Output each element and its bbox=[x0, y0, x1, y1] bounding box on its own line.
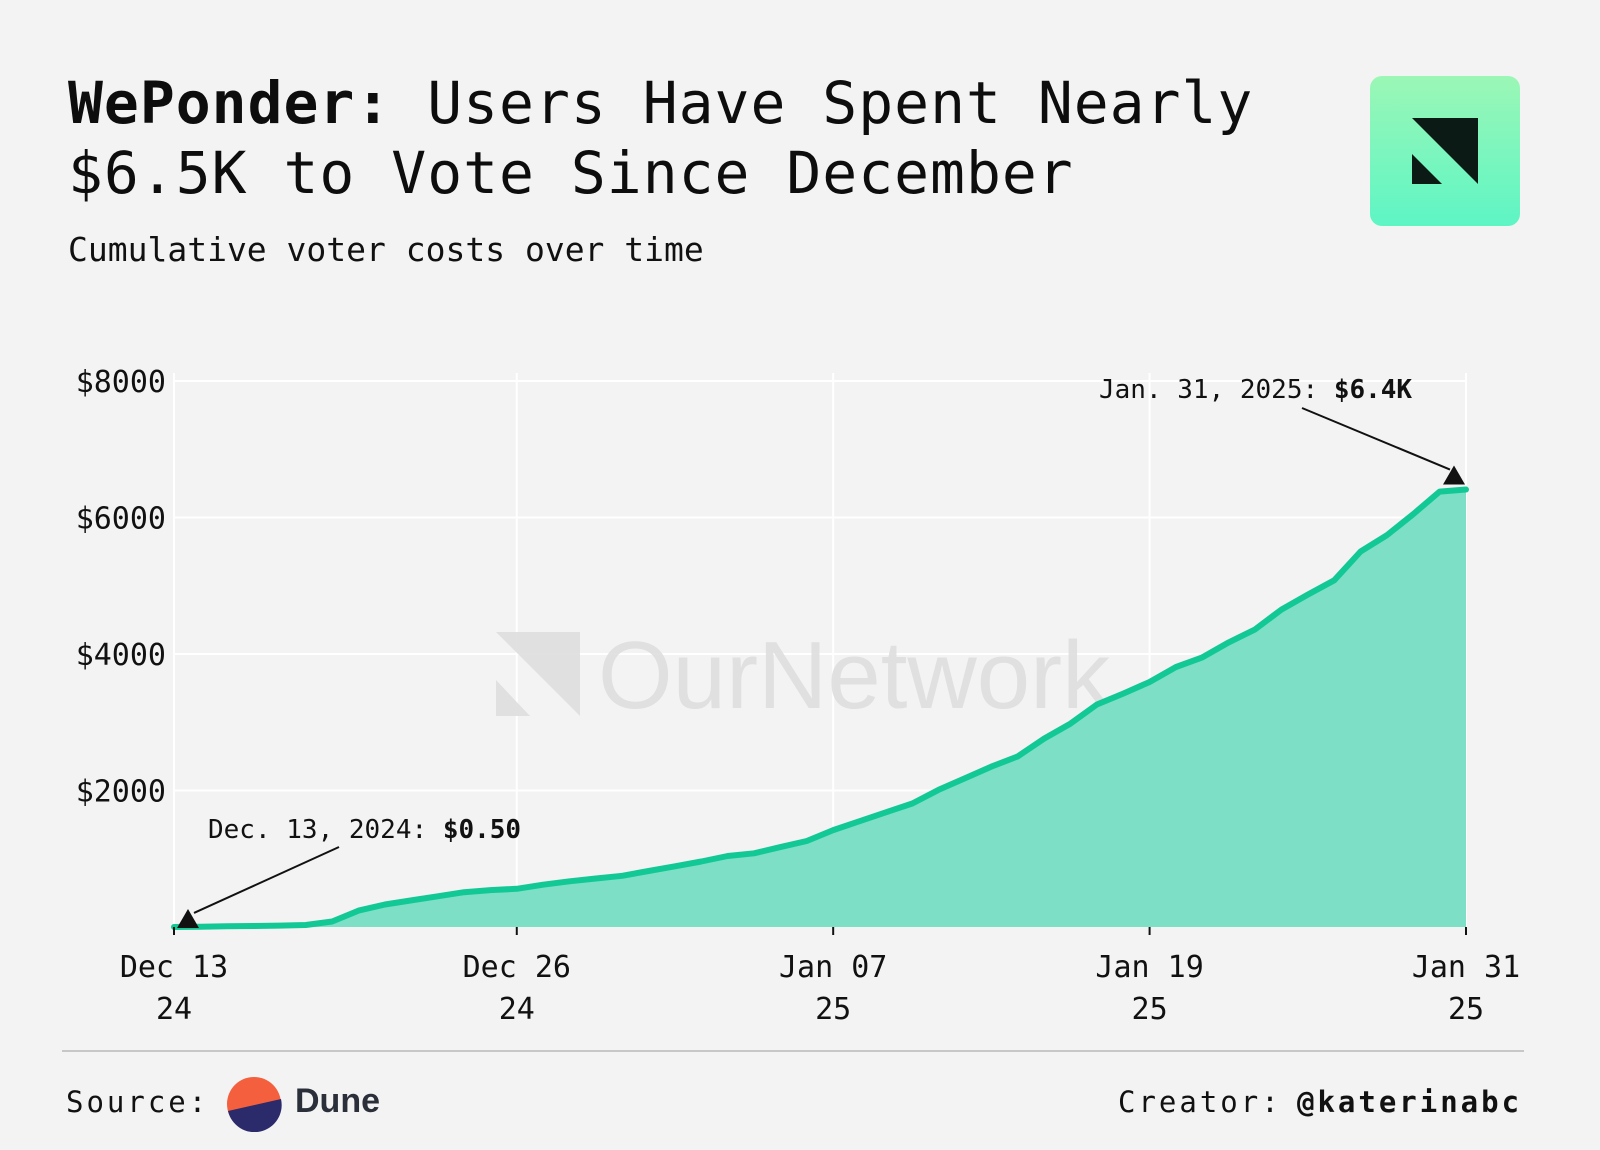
annotation-label-start: Dec. 13, 2024: $0.50 bbox=[208, 815, 521, 845]
watermark-logo-icon bbox=[496, 632, 580, 716]
cost-line bbox=[171, 486, 1469, 930]
creator-handle: @katerinabc bbox=[1297, 1085, 1523, 1119]
annotation-arrowhead-end bbox=[1443, 465, 1465, 485]
source-label: Source: bbox=[66, 1085, 210, 1119]
annotation-arrow-start bbox=[193, 846, 340, 914]
y-tick-label: $4000 bbox=[76, 638, 166, 673]
x-axis-ticks: Dec 13 24 Dec 26 24 Jan 07 25 Jan 19 25 Jan 31 25 bbox=[120, 927, 1520, 1027]
y-tick-label: $2000 bbox=[76, 775, 166, 810]
annotation-arrow-end bbox=[1301, 407, 1451, 471]
x-tick-label: Dec 13 bbox=[120, 950, 228, 985]
x-tick-label: Jan 19 bbox=[1095, 950, 1203, 985]
chart-title: WePonder: Users Have Spent Nearly $6.5K … bbox=[68, 68, 1298, 208]
y-tick-label: $8000 bbox=[76, 365, 166, 400]
chart-title-rest: Users Have Spent Nearly $6.5K to Vote Si… bbox=[68, 69, 1254, 207]
chart-title-bold: WePonder: bbox=[68, 69, 392, 137]
creator-label: Creator: bbox=[1118, 1085, 1282, 1119]
x-tick-label-year: 25 bbox=[1132, 992, 1168, 1027]
x-tick-label: Dec 26 bbox=[463, 950, 571, 985]
dune-logo-icon bbox=[227, 1077, 282, 1132]
annotation-label-end: Jan. 31, 2025: $6.4K bbox=[1099, 375, 1412, 405]
source-name: Dune bbox=[295, 1082, 380, 1120]
y-axis-ticks: $2000 $4000 $6000 $8000 bbox=[76, 365, 166, 810]
watermark: OurNetwork bbox=[496, 622, 1111, 729]
x-tick-label: Jan 07 bbox=[779, 950, 887, 985]
ournetwork-logo-icon bbox=[1370, 76, 1520, 226]
x-tick-label-year: 24 bbox=[499, 992, 535, 1027]
annotations: Dec. 13, 2024: $0.50 Jan. 31, 2025: $6.4K bbox=[177, 375, 1465, 928]
x-tick-label-year: 25 bbox=[815, 992, 851, 1027]
watermark-text: OurNetwork bbox=[598, 622, 1111, 729]
watermark-logo-icon-small bbox=[496, 680, 530, 716]
x-tick-label-year: 25 bbox=[1448, 992, 1484, 1027]
annotation-arrowhead-start bbox=[177, 908, 199, 928]
cost-area bbox=[174, 489, 1466, 927]
x-tick-label: Jan 31 bbox=[1412, 950, 1520, 985]
chart-subtitle: Cumulative voter costs over time bbox=[68, 230, 704, 269]
x-tick-label-year: 24 bbox=[156, 992, 192, 1027]
y-tick-label: $6000 bbox=[76, 502, 166, 537]
cumulative-cost-chart: OurNetwork $2000 $4000 $6000 $8000 Dec 13 24… bbox=[76, 365, 1521, 1027]
footer-divider bbox=[62, 1050, 1524, 1052]
